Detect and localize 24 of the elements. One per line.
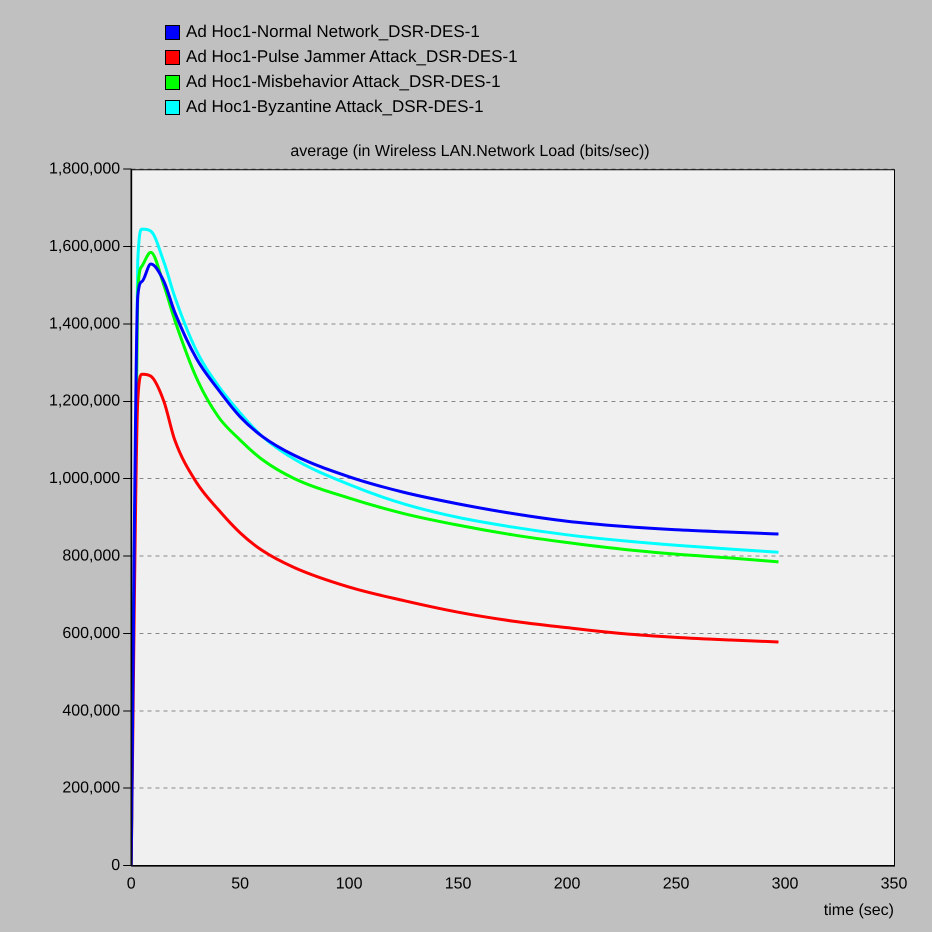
x-tick-label: 350 [880,876,908,893]
y-tick-label: 1,200,000 [48,392,120,410]
y-tick-label: 1,600,000 [48,238,120,255]
x-tick-label: 250 [662,876,690,893]
y-tick-label: 200,000 [62,780,120,797]
chart-title: average (in Wireless LAN.Network Load (bits/sec)) [290,143,650,160]
legend-label: Ad Hoc1-Normal Network_DSR-DES-1 [186,22,480,42]
x-tick-label: 200 [554,876,581,893]
x-tick-label: 100 [336,876,363,893]
y-tick-label: 800,000 [62,547,120,564]
y-tick-label: 400,000 [62,702,120,720]
y-tick-label: 600,000 [62,624,120,642]
legend-label: Ad Hoc1-Pulse Jammer Attack_DSR-DES-1 [186,47,518,67]
x-tick-label: 0 [126,876,136,893]
legend-label: Ad Hoc1-Misbehavior Attack_DSR-DES-1 [186,72,501,92]
x-tick-label: 50 [231,876,250,893]
x-tick-label: 300 [772,876,798,893]
x-axis-title: time (sec) [824,902,894,919]
x-tick-label: 150 [444,876,472,893]
y-tick-label: 1,000,000 [48,470,120,488]
legend-label: Ad Hoc1-Byzantine Attack_DSR-DES-1 [186,97,484,117]
y-tick-label: 1,400,000 [48,315,120,332]
y-tick-label: 0 [111,857,120,874]
y-tick-label: 1,800,000 [48,160,120,178]
